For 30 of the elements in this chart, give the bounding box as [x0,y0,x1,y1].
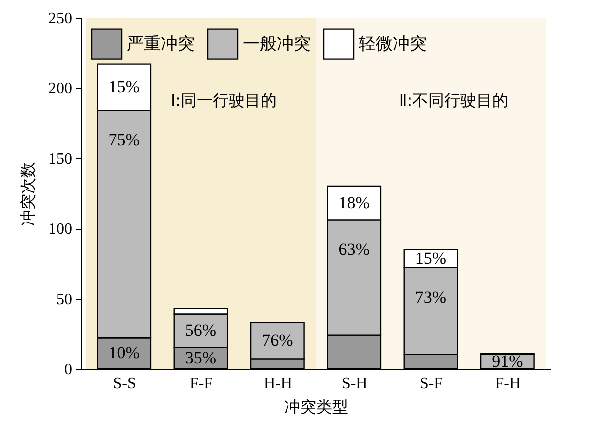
annotation: 35% [185,348,217,368]
y-tick-label: 50 [56,291,72,308]
annotation: 15% [108,78,140,96]
y-tick-label: 150 [48,150,72,168]
annotation: 10% [108,344,140,363]
y-axis-title: 冲突次数 [20,162,38,226]
annotation: 63% [338,240,370,260]
y-tick-label: 200 [48,80,72,98]
x-tick-label: S-H [342,376,368,392]
legend-label: 严重冲突 [127,34,195,54]
annotation: 76% [262,330,294,350]
x-tick-label: S-S [113,376,136,392]
annotation: 15% [415,248,447,268]
x-tick-label: F-F [190,376,214,392]
legend-label: 一般冲突 [243,34,311,54]
x-tick-label: S-F [420,376,444,392]
x-tick-label: H-H [264,376,293,392]
annotation: 73% [415,288,447,307]
band-label: Ⅰ:同一行驶目的 [170,91,278,110]
x-axis-title: 冲突类型 [284,398,348,416]
annotation: 91% [492,352,524,371]
y-tick-label: 0 [64,362,72,378]
band-label: Ⅱ:不同行驶目的 [399,91,509,110]
annotation: 75% [108,130,140,150]
y-tick-label: 100 [48,221,72,238]
x-tick-label: F-H [495,376,522,392]
legend-label: 轻微冲突 [359,34,427,54]
annotation: 56% [185,321,217,340]
y-tick-label: 250 [48,10,72,28]
annotation: 18% [338,193,370,212]
